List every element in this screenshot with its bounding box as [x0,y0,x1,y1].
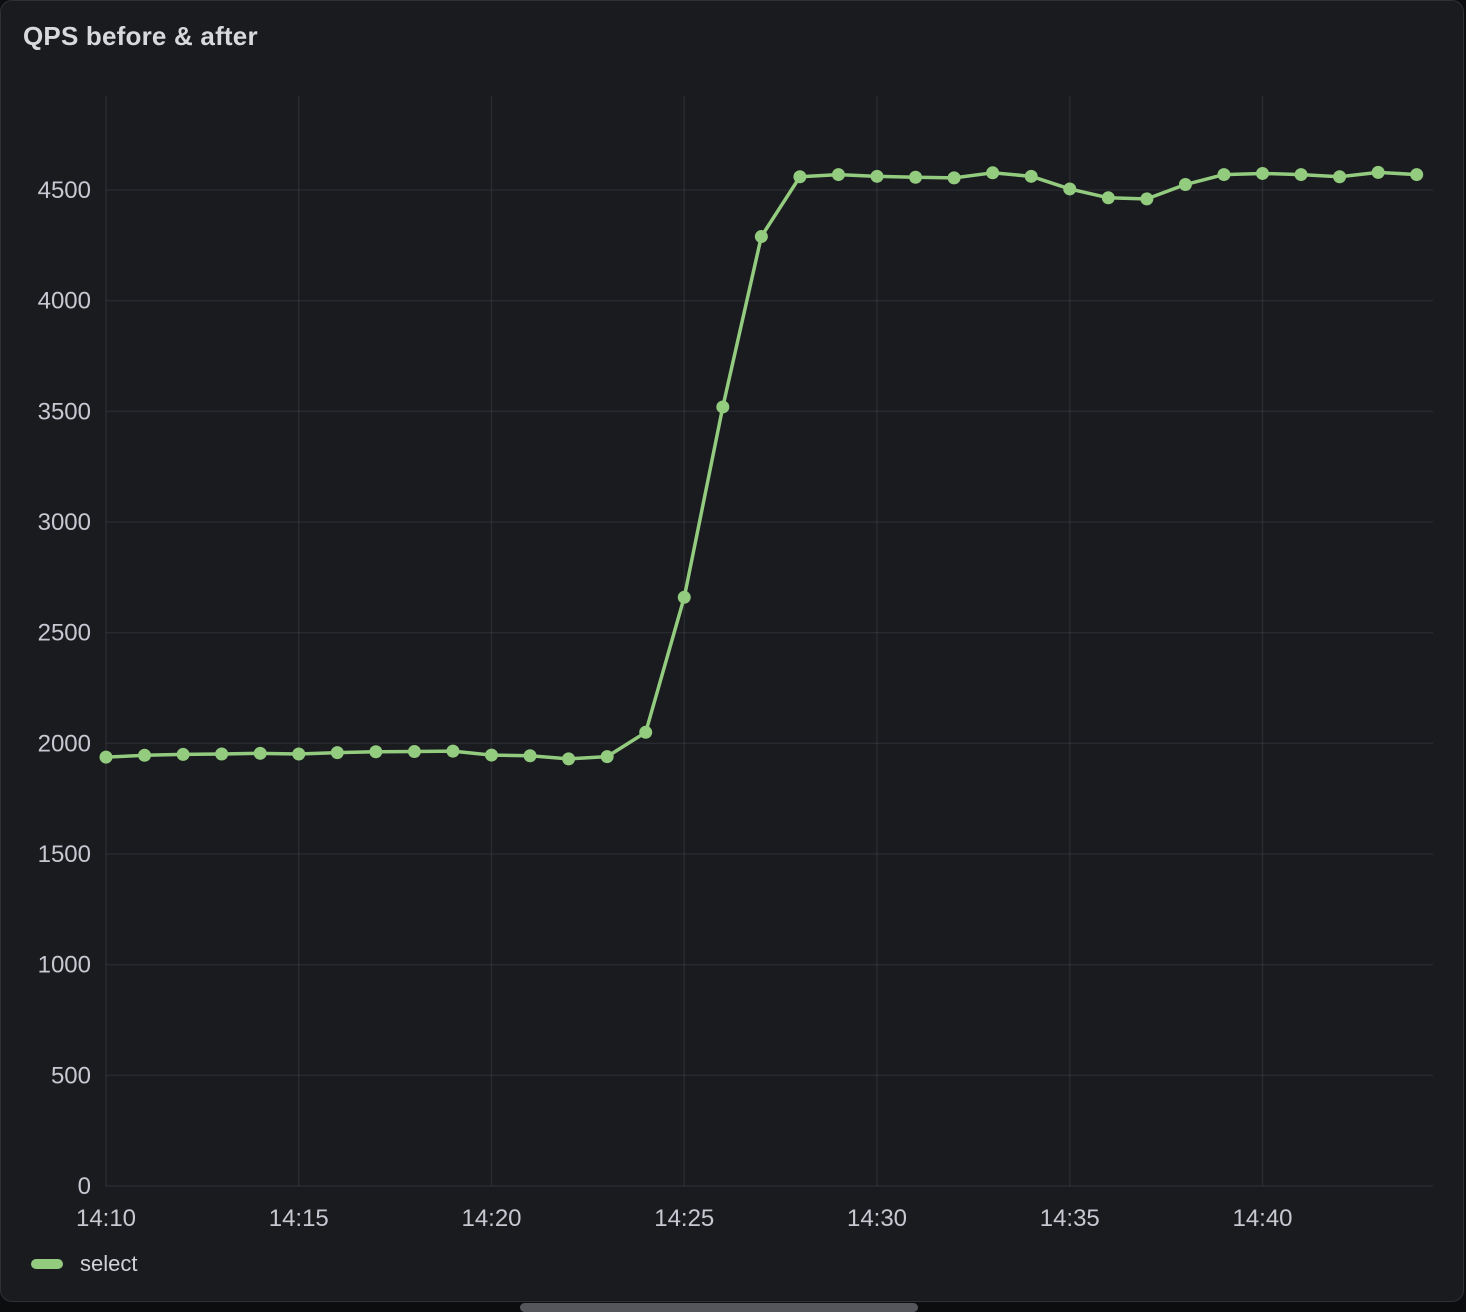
series-points-select [99,165,1424,766]
y-tick-label: 2500 [38,620,91,647]
y-tick-label: 4500 [38,177,91,204]
y-tick-label: 0 [78,1173,91,1200]
data-point [870,169,884,183]
data-point [292,747,306,761]
data-point [1063,182,1077,196]
data-point [446,744,460,758]
data-point [754,230,768,244]
x-tick-label: 14:15 [269,1205,329,1232]
data-point [909,170,923,184]
x-tick-label: 14:25 [654,1205,714,1232]
data-point [1217,168,1231,182]
legend-series-color-icon [31,1259,63,1269]
y-tick-label: 4000 [38,288,91,315]
data-point [1294,168,1308,182]
data-point [1371,165,1385,179]
y-axis-labels: 0 500 1000 1500 2000 2500 3000 3500 4000 4500 [38,177,91,1200]
data-point [253,746,267,760]
data-point [215,747,229,761]
series-line-select [104,170,1419,761]
data-point [523,749,537,763]
y-tick-label: 1500 [38,841,91,868]
data-point [1256,166,1269,180]
y-tick-label: 3500 [38,398,91,425]
y-gridlines [106,189,1433,1187]
data-point [677,590,691,604]
panel-title: QPS before & after [23,21,258,51]
data-point [831,168,845,182]
data-point [947,171,961,185]
horizontal-scrollbar-thumb[interactable] [520,1303,918,1312]
data-point [1333,170,1347,184]
data-point [99,750,113,764]
data-point [600,750,614,764]
x-axis-labels: 14:10 14:15 14:20 14:25 14:30 14:35 14:40 [76,1205,1293,1232]
data-point [562,752,576,766]
x-tick-label: 14:35 [1040,1205,1100,1232]
x-tick-label: 14:30 [847,1205,907,1232]
data-point [407,745,421,759]
data-point [1410,168,1424,182]
data-point [369,745,383,759]
legend-series-label: select [80,1251,138,1276]
x-tick-label: 14:10 [76,1205,136,1232]
data-point [138,748,152,762]
data-point [176,747,190,761]
data-point [1024,169,1038,183]
y-tick-label: 2000 [38,730,91,757]
data-point [330,746,344,760]
data-point [485,748,498,762]
legend-item-select[interactable]: select [31,1251,137,1277]
data-point [1178,178,1192,192]
y-tick-label: 3000 [38,509,91,536]
data-point [639,725,653,739]
x-tick-label: 14:40 [1232,1205,1292,1232]
data-point [793,170,807,184]
y-tick-label: 500 [51,1062,91,1089]
data-point [716,400,730,414]
data-point [986,166,1000,180]
x-tick-label: 14:20 [461,1205,521,1232]
x-gridlines [105,96,1264,1186]
data-point [1140,192,1154,206]
data-point [1101,191,1115,205]
y-tick-label: 1000 [38,952,91,979]
